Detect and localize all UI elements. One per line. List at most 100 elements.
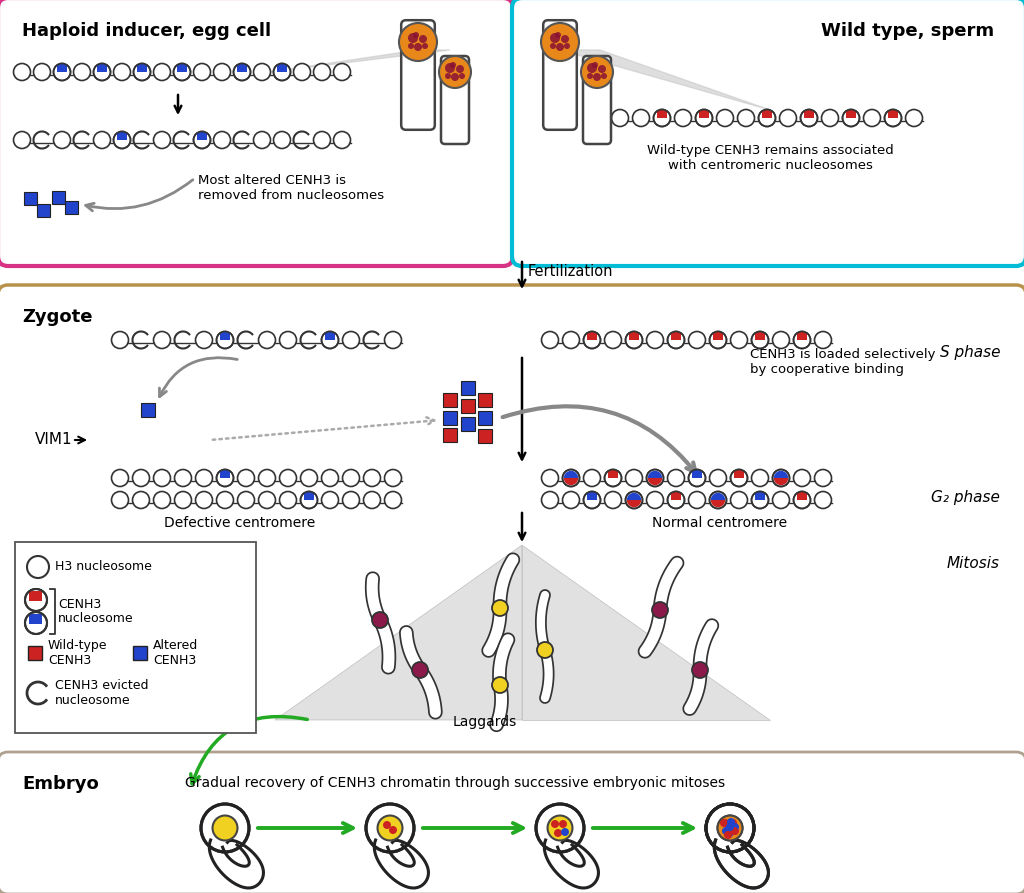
Circle shape: [556, 43, 564, 51]
Circle shape: [863, 110, 881, 127]
Circle shape: [604, 470, 622, 487]
Bar: [51, 190, 65, 204]
Circle shape: [564, 43, 570, 49]
Circle shape: [542, 470, 558, 487]
Circle shape: [334, 131, 350, 148]
Circle shape: [196, 491, 213, 508]
Circle shape: [154, 63, 171, 80]
Bar: [587, 492, 597, 499]
Circle shape: [717, 110, 733, 127]
Circle shape: [598, 65, 606, 73]
Circle shape: [93, 63, 111, 80]
Wedge shape: [564, 478, 579, 485]
Circle shape: [133, 63, 151, 80]
Circle shape: [537, 642, 553, 658]
Circle shape: [759, 110, 775, 127]
Circle shape: [730, 491, 748, 508]
Circle shape: [258, 491, 275, 508]
Circle shape: [408, 33, 418, 43]
Circle shape: [27, 556, 49, 578]
Circle shape: [194, 131, 211, 148]
Circle shape: [450, 62, 456, 68]
Text: Wild-type CENH3 remains associated
with centromeric nucleosomes: Wild-type CENH3 remains associated with …: [646, 144, 893, 172]
Polygon shape: [715, 840, 768, 888]
Circle shape: [752, 470, 768, 487]
Bar: [804, 110, 814, 118]
FancyBboxPatch shape: [543, 21, 577, 129]
Bar: [478, 429, 492, 443]
Polygon shape: [209, 840, 263, 888]
Text: Defective centromere: Defective centromere: [165, 516, 315, 530]
Text: Normal centromere: Normal centromere: [652, 516, 787, 530]
Bar: [443, 428, 457, 442]
Bar: [37, 204, 49, 216]
Circle shape: [384, 470, 401, 487]
FancyBboxPatch shape: [15, 542, 256, 733]
Circle shape: [322, 491, 339, 508]
Circle shape: [548, 815, 572, 840]
Circle shape: [194, 63, 211, 80]
Circle shape: [821, 110, 839, 127]
Bar: [29, 614, 42, 624]
Wedge shape: [774, 471, 788, 478]
Circle shape: [154, 491, 171, 508]
Circle shape: [412, 662, 428, 678]
Circle shape: [587, 63, 597, 73]
Polygon shape: [545, 840, 598, 888]
Bar: [65, 201, 78, 213]
FancyBboxPatch shape: [441, 56, 469, 144]
Circle shape: [688, 331, 706, 348]
Circle shape: [53, 63, 71, 80]
Circle shape: [114, 63, 130, 80]
Bar: [692, 470, 702, 478]
Circle shape: [584, 491, 600, 508]
Circle shape: [413, 32, 419, 38]
Text: S phase: S phase: [939, 345, 1000, 360]
Circle shape: [722, 827, 730, 835]
Circle shape: [601, 73, 607, 79]
Circle shape: [93, 131, 111, 148]
Circle shape: [13, 63, 31, 80]
Circle shape: [366, 804, 414, 852]
Bar: [762, 110, 772, 118]
Circle shape: [561, 828, 569, 836]
Circle shape: [772, 470, 790, 487]
Circle shape: [692, 662, 708, 678]
Circle shape: [554, 829, 562, 837]
Text: Laggards: Laggards: [453, 715, 517, 729]
Bar: [797, 332, 807, 339]
Circle shape: [25, 612, 47, 634]
Circle shape: [536, 804, 584, 852]
Circle shape: [419, 35, 427, 43]
Circle shape: [730, 827, 738, 835]
Bar: [713, 332, 723, 339]
Circle shape: [280, 491, 297, 508]
Circle shape: [718, 815, 742, 840]
Bar: [141, 403, 155, 417]
Circle shape: [273, 131, 291, 148]
Circle shape: [794, 331, 811, 348]
Circle shape: [561, 35, 569, 43]
Text: Haploid inducer, egg cell: Haploid inducer, egg cell: [22, 22, 271, 40]
Wedge shape: [627, 500, 641, 507]
Circle shape: [718, 815, 742, 840]
Circle shape: [724, 831, 732, 839]
Polygon shape: [375, 840, 428, 888]
Circle shape: [383, 821, 391, 829]
Bar: [29, 591, 42, 601]
Circle shape: [584, 470, 600, 487]
Circle shape: [132, 491, 150, 508]
Circle shape: [752, 331, 768, 348]
Circle shape: [706, 804, 754, 852]
Circle shape: [730, 331, 748, 348]
Circle shape: [675, 110, 691, 127]
Circle shape: [668, 470, 684, 487]
Circle shape: [445, 63, 455, 73]
FancyBboxPatch shape: [0, 0, 513, 266]
Text: Wild type, sperm: Wild type, sperm: [821, 22, 994, 40]
Wedge shape: [564, 471, 579, 478]
Circle shape: [727, 818, 735, 826]
Circle shape: [280, 470, 297, 487]
Circle shape: [258, 470, 275, 487]
Circle shape: [905, 110, 923, 127]
